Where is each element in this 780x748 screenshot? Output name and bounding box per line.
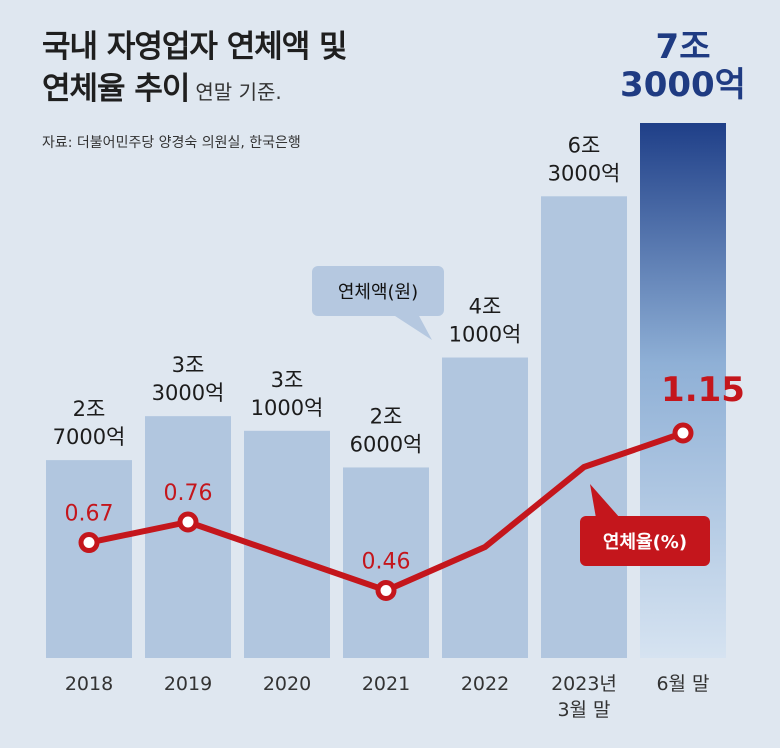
rate-value-label-3: 0.46 — [362, 549, 411, 574]
bar-6 — [640, 123, 726, 658]
rate-line — [88, 430, 684, 594]
bar-4 — [442, 357, 528, 658]
title-line-1: 국내 자영업자 연체액 및 — [42, 29, 348, 65]
chart-title: 국내 자영업자 연체액 및 연체율 추이 연말 기준. — [42, 26, 348, 113]
legend-rate-pointer — [590, 484, 620, 518]
bar-0 — [46, 460, 132, 658]
rate-value-label-0: 0.67 — [65, 502, 114, 527]
rate-value-label-6: 1.15 — [661, 370, 745, 410]
bar-value-label-6: 7조 3000억 — [620, 27, 746, 105]
basis-note: 연말 기준. — [195, 80, 282, 104]
legend-amount-pointer — [392, 314, 432, 340]
rate-point-1 — [177, 511, 199, 533]
source-note: 자료: 더불어민주당 양경숙 의원실, 한국은행 — [42, 135, 301, 151]
x-tick-label-2: 2020 — [263, 673, 311, 695]
legend-amount-label: 연체액(원) — [338, 282, 418, 303]
legend-amount-bubble — [312, 266, 444, 316]
x-tick-label-3: 2021 — [362, 673, 410, 695]
bar-value-label-3: 2조 6000억 — [350, 404, 423, 456]
legend-rate-bubble — [580, 516, 710, 566]
bar-1 — [145, 416, 231, 658]
bar-3 — [343, 467, 429, 658]
rate-point-3 — [375, 579, 397, 601]
bar-value-label-5: 6조 3000억 — [548, 133, 621, 185]
bar-5 — [541, 196, 627, 659]
rate-point-0 — [78, 532, 100, 554]
bar-value-label-1: 3조 3000억 — [152, 353, 225, 405]
rate-value-label-1: 0.76 — [164, 481, 213, 506]
title-line-2: 연체율 추이 연말 기준. — [42, 68, 347, 113]
x-tick-label-1: 2019 — [164, 673, 212, 695]
x-tick-label-5: 2023년 3월 말 — [551, 673, 617, 721]
x-tick-label-6: 6월 말 — [656, 673, 709, 695]
x-tick-label-4: 2022 — [461, 673, 509, 695]
x-tick-label-0: 2018 — [65, 673, 113, 695]
bar-value-label-0: 2조 7000억 — [53, 397, 126, 449]
bar-value-label-4: 4조 1000억 — [449, 295, 522, 347]
bar-value-label-2: 3조 1000억 — [251, 368, 324, 420]
rate-point-6 — [672, 422, 694, 444]
title-line-2-text: 연체율 추이 — [42, 71, 190, 107]
legend-rate-label: 연체율(%) — [603, 532, 687, 553]
